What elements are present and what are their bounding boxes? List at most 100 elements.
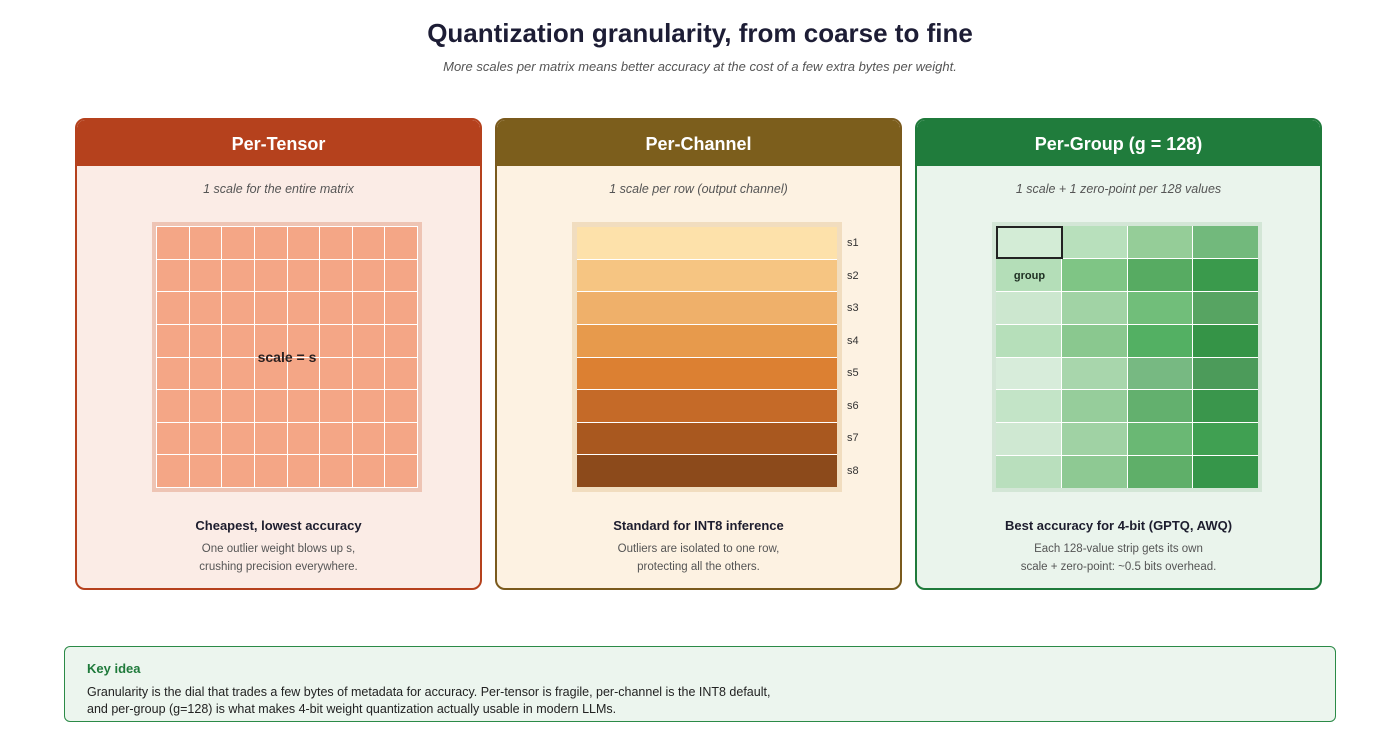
group-cell <box>1127 390 1193 423</box>
per-group-panel: Per-Group (g = 128) 1 scale + 1 zero-poi… <box>915 118 1322 590</box>
tensor-cell <box>222 357 254 390</box>
tensor-cell <box>287 227 320 259</box>
note-line: protecting all the others. <box>637 561 760 573</box>
per-channel-panel: Per-Channel 1 scale per row (output chan… <box>495 118 902 590</box>
key-idea-line: Granularity is the dial that trades a fe… <box>87 685 771 699</box>
channel-row <box>577 259 837 292</box>
group-cell <box>1193 390 1258 423</box>
tensor-cell <box>320 422 352 455</box>
group-cell <box>996 291 1061 324</box>
group-matrix <box>992 222 1262 492</box>
tensor-cell <box>385 227 417 259</box>
panel-verdict: Standard for INT8 inference <box>613 518 784 533</box>
tensor-cell <box>352 227 385 259</box>
tensor-cell <box>352 455 385 487</box>
tensor-cell <box>189 390 222 422</box>
tensor-cell <box>385 422 417 455</box>
tensor-cell <box>287 259 320 292</box>
tensor-cell <box>320 259 352 292</box>
panel-note: Outliers are isolated to one row, protec… <box>497 540 900 576</box>
group-cell <box>1127 226 1193 258</box>
group-cell <box>1061 423 1127 456</box>
tensor-cell <box>352 324 385 357</box>
channel-rows <box>577 227 837 487</box>
tensor-cell <box>352 259 385 292</box>
panel-header: Per-Channel <box>497 120 900 166</box>
tensor-cell <box>385 324 417 357</box>
group-cell <box>996 357 1061 390</box>
group-cell <box>1193 291 1258 324</box>
channel-row <box>577 357 837 390</box>
group-highlight-box <box>996 226 1063 259</box>
tensor-cell <box>189 357 222 390</box>
group-cell <box>1193 324 1258 357</box>
note-line: scale + zero-point: ~0.5 bits overhead. <box>1020 561 1217 573</box>
tensor-cell <box>189 422 222 455</box>
channel-matrix <box>572 222 842 492</box>
note-line: Each 128-value strip gets its own <box>1034 543 1203 555</box>
tensor-cell <box>287 455 320 487</box>
group-cell <box>1061 226 1127 258</box>
tensor-cell <box>189 455 222 487</box>
scale-label: scale = s <box>257 349 317 365</box>
group-cell <box>1193 357 1258 390</box>
tensor-cell <box>157 259 189 292</box>
key-idea-box: Key idea Granularity is the dial that tr… <box>64 646 1336 722</box>
tensor-cell <box>352 390 385 422</box>
channel-row <box>577 227 837 259</box>
channel-row <box>577 324 837 357</box>
row-scale-label: s2 <box>847 269 859 282</box>
tensor-cell <box>189 227 222 259</box>
tensor-cell <box>320 292 352 324</box>
tensor-cell <box>254 227 287 259</box>
tensor-cell <box>189 259 222 292</box>
tensor-cell <box>222 227 254 259</box>
group-cell <box>996 456 1061 488</box>
key-idea-line: and per-group (g=128) is what makes 4-bi… <box>87 702 617 716</box>
channel-row <box>577 292 837 324</box>
note-line: One outlier weight blows up s, <box>201 543 356 555</box>
tensor-cell <box>352 422 385 455</box>
tensor-cell <box>320 390 352 422</box>
group-cell <box>996 423 1061 456</box>
row-scale-label: s3 <box>847 302 859 315</box>
group-cell <box>1127 456 1193 488</box>
tensor-cell <box>320 357 352 390</box>
panel-verdict: Best accuracy for 4-bit (GPTQ, AWQ) <box>1004 518 1233 533</box>
tensor-cell <box>320 227 352 259</box>
group-cell <box>996 258 1061 291</box>
page-subtitle: More scales per matrix means better accu… <box>443 59 957 74</box>
group-cell <box>1061 324 1127 357</box>
tensor-cell <box>189 292 222 324</box>
tensor-cell <box>254 422 287 455</box>
row-scale-label: s1 <box>847 237 859 250</box>
tensor-cell <box>157 227 189 259</box>
group-label: group <box>1013 269 1046 282</box>
tensor-cell <box>320 324 352 357</box>
group-cell <box>1127 291 1193 324</box>
tensor-cell <box>222 324 254 357</box>
group-cell <box>1061 291 1127 324</box>
tensor-cell <box>222 390 254 422</box>
note-line: Outliers are isolated to one row, <box>617 543 780 555</box>
tensor-cell <box>157 292 189 324</box>
note-line: crushing precision everywhere. <box>199 561 358 573</box>
group-cell <box>1127 324 1193 357</box>
panel-description: 1 scale per row (output channel) <box>609 182 788 196</box>
panel-verdict: Cheapest, lowest accuracy <box>195 518 362 533</box>
panel-note: One outlier weight blows up s, crushing … <box>77 540 480 576</box>
tensor-cell <box>385 455 417 487</box>
tensor-cell <box>287 390 320 422</box>
row-scale-label: s8 <box>847 464 859 477</box>
row-scale-label: s4 <box>847 334 859 347</box>
channel-row <box>577 390 837 422</box>
tensor-cell <box>222 422 254 455</box>
panel-header: Per-Group (g = 128) <box>917 120 1320 166</box>
group-cell <box>1193 226 1258 258</box>
group-cell <box>1127 258 1193 291</box>
tensor-cell <box>320 455 352 487</box>
group-cell <box>1061 357 1127 390</box>
key-idea-text: Granularity is the dial that trades a fe… <box>87 684 770 718</box>
tensor-cell <box>385 292 417 324</box>
tensor-matrix <box>152 222 422 492</box>
